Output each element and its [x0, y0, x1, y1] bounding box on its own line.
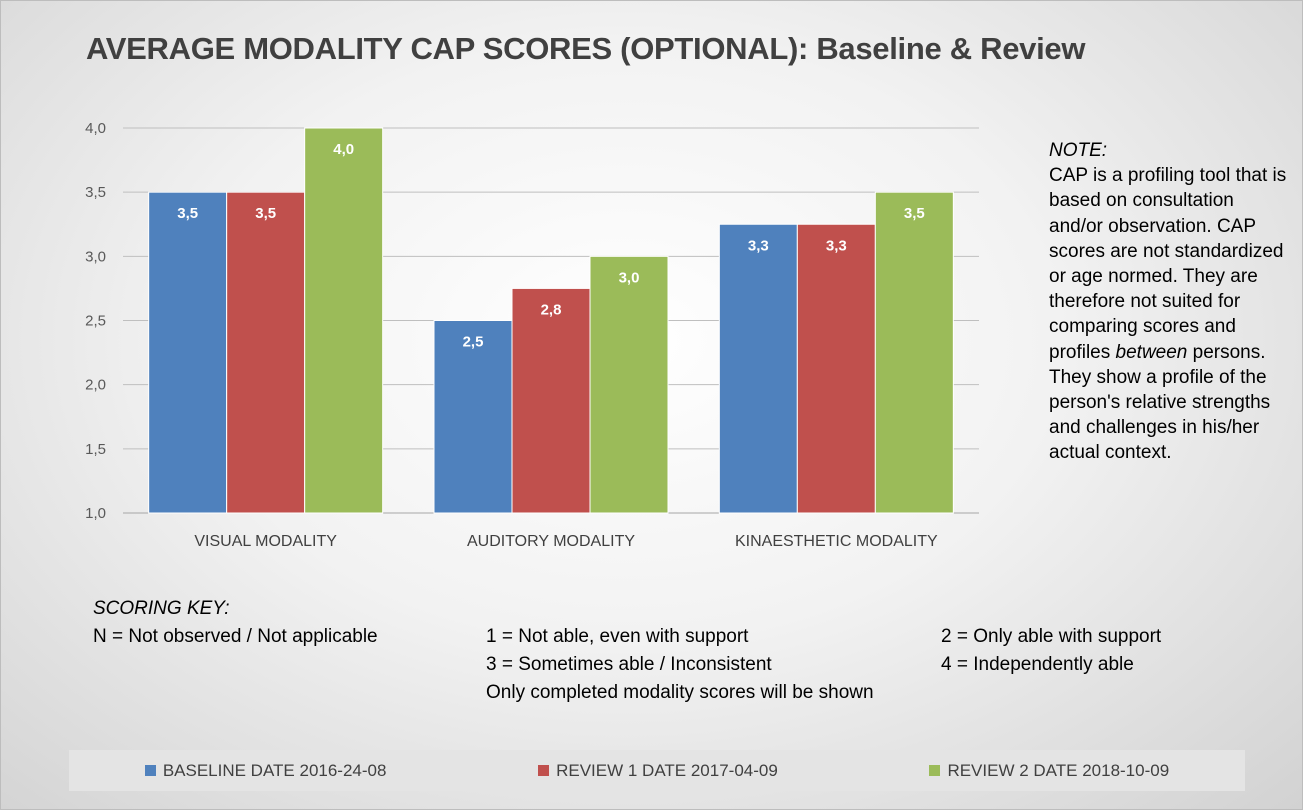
bars [148, 127, 954, 514]
note-text: CAP is a profiling tool that is based on… [1049, 163, 1289, 465]
x-category-label: VISUAL MODALITY [194, 533, 337, 550]
legend-label-review-1: REVIEW 1 DATE 2017-04-09 [556, 760, 778, 780]
bar [148, 191, 228, 514]
bar-data-label: 3,0 [619, 269, 640, 286]
note-text-after: persons. They show a profile of the pers… [1049, 341, 1271, 464]
bar [226, 191, 306, 514]
bar [304, 127, 384, 514]
note-heading: NOTE: [1049, 140, 1108, 161]
y-tick-label: 1,0 [85, 505, 106, 522]
x-category-label: AUDITORY MODALITY [467, 533, 635, 550]
bar [874, 191, 954, 514]
y-tick-label: 1,5 [85, 441, 106, 458]
y-tick-label: 4,0 [85, 120, 106, 137]
bar-data-label: 3,3 [826, 237, 847, 254]
legend-swatch-review-2 [929, 765, 941, 776]
legend-swatch-review-1 [538, 765, 550, 776]
legend-item-baseline: BASELINE DATE 2016-24-08 [144, 760, 387, 781]
bar-data-label: 3,3 [748, 237, 769, 254]
bar-data-labels: 3,5 3,5 4,0 2,5 2,8 3,0 3,3 3,3 3,5 [177, 141, 925, 351]
legend-item-review-1: REVIEW 1 DATE 2017-04-09 [538, 761, 778, 781]
bar-data-label: 2,5 [463, 334, 484, 351]
bar [718, 223, 798, 514]
note-box: NOTE: CAP is a profiling tool that is ba… [1049, 138, 1289, 466]
y-axis-tick-labels: 1,0 1,5 2,0 2,5 3,0 3,5 4,0 [85, 120, 106, 522]
x-category-label: KINAESTHETIC MODALITY [735, 533, 938, 550]
y-tick-label: 2,5 [85, 313, 106, 330]
legend-label-baseline: BASELINE DATE 2016-24-08 [162, 760, 387, 780]
note-emphasis: between [1115, 341, 1188, 363]
chart-title: AVERAGE MODALITY CAP SCORES (OPTIONAL): … [86, 31, 1086, 66]
y-tick-label: 3,5 [85, 184, 106, 201]
bar-data-label: 2,8 [541, 301, 562, 318]
bar [511, 287, 591, 514]
y-tick-label: 2,0 [85, 377, 106, 394]
bar [796, 223, 876, 514]
note-text-before: CAP is a profiling tool that is based on… [1049, 165, 1287, 363]
bar [589, 255, 669, 514]
legend-item-review-2: REVIEW 2 DATE 2018-10-09 [929, 761, 1169, 781]
bar [433, 320, 513, 514]
bar-data-label: 4,0 [333, 141, 354, 158]
legend-swatch-baseline [144, 765, 156, 776]
y-tick-label: 3,0 [85, 248, 106, 265]
legend-label-review-2: REVIEW 2 DATE 2018-10-09 [947, 760, 1170, 780]
bar-data-label: 3,5 [904, 205, 925, 222]
bar-data-label: 3,5 [255, 205, 276, 222]
bar-data-label: 3,5 [177, 205, 198, 222]
x-axis-category-labels: VISUAL MODALITY AUDITORY MODALITY KINAESTH… [194, 533, 938, 550]
legend: BASELINE DATE 2016-24-08 REVIEW 1 DATE 2… [69, 750, 1245, 791]
